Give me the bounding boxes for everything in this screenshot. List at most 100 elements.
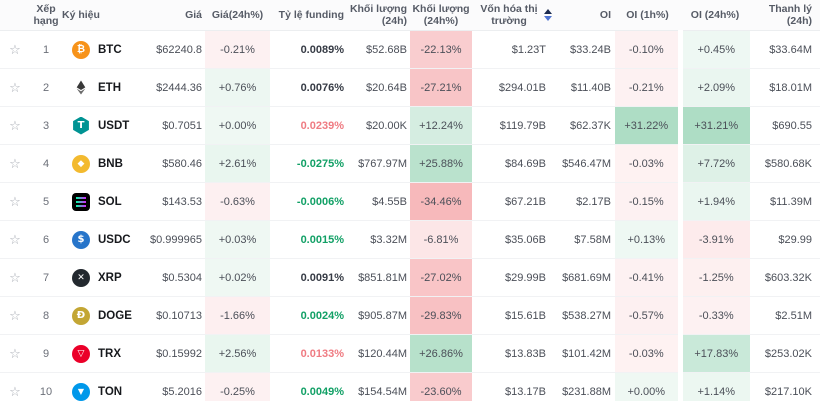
price-cell: $0.10713 <box>145 296 205 335</box>
rank-cell: 4 <box>30 144 62 183</box>
favorite-star-icon[interactable]: ☆ <box>9 383 21 399</box>
column-header-liq[interactable]: Thanh lý (24h) <box>750 0 820 31</box>
favorite-star-icon[interactable]: ☆ <box>9 79 21 95</box>
symbol-name: BNB <box>98 157 123 170</box>
symbol-cell[interactable]: ▽ TRX <box>62 334 145 373</box>
price-cell: $5.2016 <box>145 372 205 401</box>
symbol-name: DOGE <box>98 309 132 322</box>
oi-change-24h-cell: +31.21% <box>677 106 750 145</box>
oi-change-1h-cell: -0.41% <box>615 258 680 297</box>
liquidation-24h-cell: $253.02K <box>750 334 820 373</box>
symbol-name: TON <box>98 385 123 398</box>
column-header-oi_24h[interactable]: OI (24h%) <box>680 0 750 31</box>
favorite-star-icon[interactable]: ☆ <box>9 117 21 133</box>
volume-change-24h-cell: +12.24% <box>410 106 472 145</box>
favorite-cell: ☆ <box>0 372 30 401</box>
volume-24h-cell: $767.97M <box>347 144 410 183</box>
symbol-cell[interactable]: ₿ BTC <box>62 30 145 69</box>
liquidation-24h-cell: $217.10K <box>750 372 820 401</box>
column-header-rank[interactable]: Xếp hạng <box>30 0 62 31</box>
favorite-star-icon[interactable]: ☆ <box>9 193 21 209</box>
favorite-star-icon[interactable]: ☆ <box>9 231 21 247</box>
price-change-24h-cell: +0.76% <box>205 68 270 107</box>
oi-change-24h-cell: -0.33% <box>677 296 750 335</box>
volume-change-24h-cell: -27.02% <box>410 258 472 297</box>
rank-cell: 8 <box>30 296 62 335</box>
column-header-price_chg[interactable]: Giá(24h%) <box>205 0 270 31</box>
oi-change-1h-cell: -0.10% <box>615 30 680 69</box>
price-change-24h-cell: +2.56% <box>205 334 270 373</box>
column-header-vol[interactable]: Khối lượng (24h) <box>347 0 410 31</box>
open-interest-cell: $11.40B <box>558 68 615 107</box>
symbol-name: BTC <box>98 43 122 56</box>
trx-icon: ▽ <box>72 344 90 363</box>
oi-change-1h-cell: -0.03% <box>615 334 680 373</box>
volume-change-24h-cell: -6.81% <box>410 220 472 259</box>
oi-change-1h-cell: +31.22% <box>615 106 680 145</box>
column-header-symbol[interactable]: Ký hiệu <box>62 0 145 31</box>
funding-rate-cell: -0.0006% <box>270 182 347 221</box>
funding-rate-cell: 0.0024% <box>270 296 347 335</box>
doge-icon: Ð <box>72 306 90 325</box>
volume-24h-cell: $3.32M <box>347 220 410 259</box>
oi-change-1h-cell: +0.13% <box>615 220 680 259</box>
table-row: ☆ 6 $ USDC $0.999965 +0.03% 0.0015% $3.32M -6.81… <box>0 220 820 259</box>
volume-change-24h-cell: -29.83% <box>410 296 472 335</box>
symbol-cell[interactable]: ◆ BNB <box>62 144 145 183</box>
symbol-cell[interactable]: T USDT <box>62 106 145 145</box>
oi-change-24h-cell: +1.14% <box>677 372 750 401</box>
column-header-funding[interactable]: Tỷ lệ funding <box>270 0 347 31</box>
liquidation-24h-cell: $580.68K <box>750 144 820 183</box>
favorite-cell: ☆ <box>0 68 30 107</box>
table-row: ☆ 4 ◆ BNB $580.46 +2.61% -0.0275% $767.97M +25.8… <box>0 144 820 183</box>
favorite-star-icon[interactable]: ☆ <box>9 307 21 323</box>
volume-24h-cell: $4.55B <box>347 182 410 221</box>
header-row: Xếp hạng Ký hiệu Giá Giá(24h%) Tỷ lệ funding… <box>0 0 820 31</box>
column-header-oi[interactable]: OI <box>558 0 615 31</box>
price-cell: $2444.36 <box>145 68 205 107</box>
open-interest-cell: $62.37K <box>558 106 615 145</box>
favorite-star-icon[interactable]: ☆ <box>9 345 21 361</box>
rank-cell: 6 <box>30 220 62 259</box>
funding-rate-cell: 0.0239% <box>270 106 347 145</box>
volume-24h-cell: $52.68B <box>347 30 410 69</box>
column-header-vol_chg[interactable]: Khối lượng (24h%) <box>410 0 472 31</box>
market-cap-cell: $29.99B <box>472 258 558 297</box>
market-cap-cell: $67.21B <box>472 182 558 221</box>
table-row: ☆ 8 Ð DOGE $0.10713 -1.66% 0.0024% $905.87M -29.… <box>0 296 820 335</box>
symbol-cell[interactable]: $ USDC <box>62 220 145 259</box>
column-header-price[interactable]: Giá <box>145 0 205 31</box>
table-body: ☆ 1 ₿ BTC $62240.8 -0.21% 0.0089% $52.68B -22.13… <box>0 30 820 401</box>
column-header-oi_1h[interactable]: OI (1h%) <box>615 0 680 31</box>
symbol-cell[interactable]: ▼ TON <box>62 372 145 401</box>
price-cell: $580.46 <box>145 144 205 183</box>
favorite-cell: ☆ <box>0 258 30 297</box>
funding-rate-cell: 0.0091% <box>270 258 347 297</box>
favorite-star-icon[interactable]: ☆ <box>9 269 21 285</box>
symbol-name: SOL <box>98 195 122 208</box>
funding-rate-cell: 0.0076% <box>270 68 347 107</box>
liquidation-24h-cell: $29.99 <box>750 220 820 259</box>
favorite-star-icon[interactable]: ☆ <box>9 41 21 57</box>
table-row: ☆ 9 ▽ TRX $0.15992 +2.56% 0.0133% $120.44M +26.8… <box>0 334 820 373</box>
symbol-cell[interactable]: ETH <box>62 68 145 107</box>
liquidation-24h-cell: $11.39M <box>750 182 820 221</box>
usdc-icon: $ <box>72 230 90 249</box>
symbol-cell[interactable]: ✕ XRP <box>62 258 145 297</box>
column-header-fav[interactable] <box>0 0 30 31</box>
oi-change-24h-cell: +2.09% <box>677 68 750 107</box>
symbol-cell[interactable]: SOL <box>62 182 145 221</box>
bnb-icon: ◆ <box>72 154 90 173</box>
price-change-24h-cell: +0.02% <box>205 258 270 297</box>
price-change-24h-cell: +0.00% <box>205 106 270 145</box>
favorite-star-icon[interactable]: ☆ <box>9 155 21 171</box>
column-header-mcap[interactable]: Vốn hóa thị trường <box>472 0 558 31</box>
volume-24h-cell: $120.44M <box>347 334 410 373</box>
price-cell: $0.5304 <box>145 258 205 297</box>
sol-icon <box>72 192 90 211</box>
sort-icon[interactable] <box>544 9 552 21</box>
volume-24h-cell: $851.81M <box>347 258 410 297</box>
btc-icon: ₿ <box>72 40 90 59</box>
symbol-cell[interactable]: Ð DOGE <box>62 296 145 335</box>
